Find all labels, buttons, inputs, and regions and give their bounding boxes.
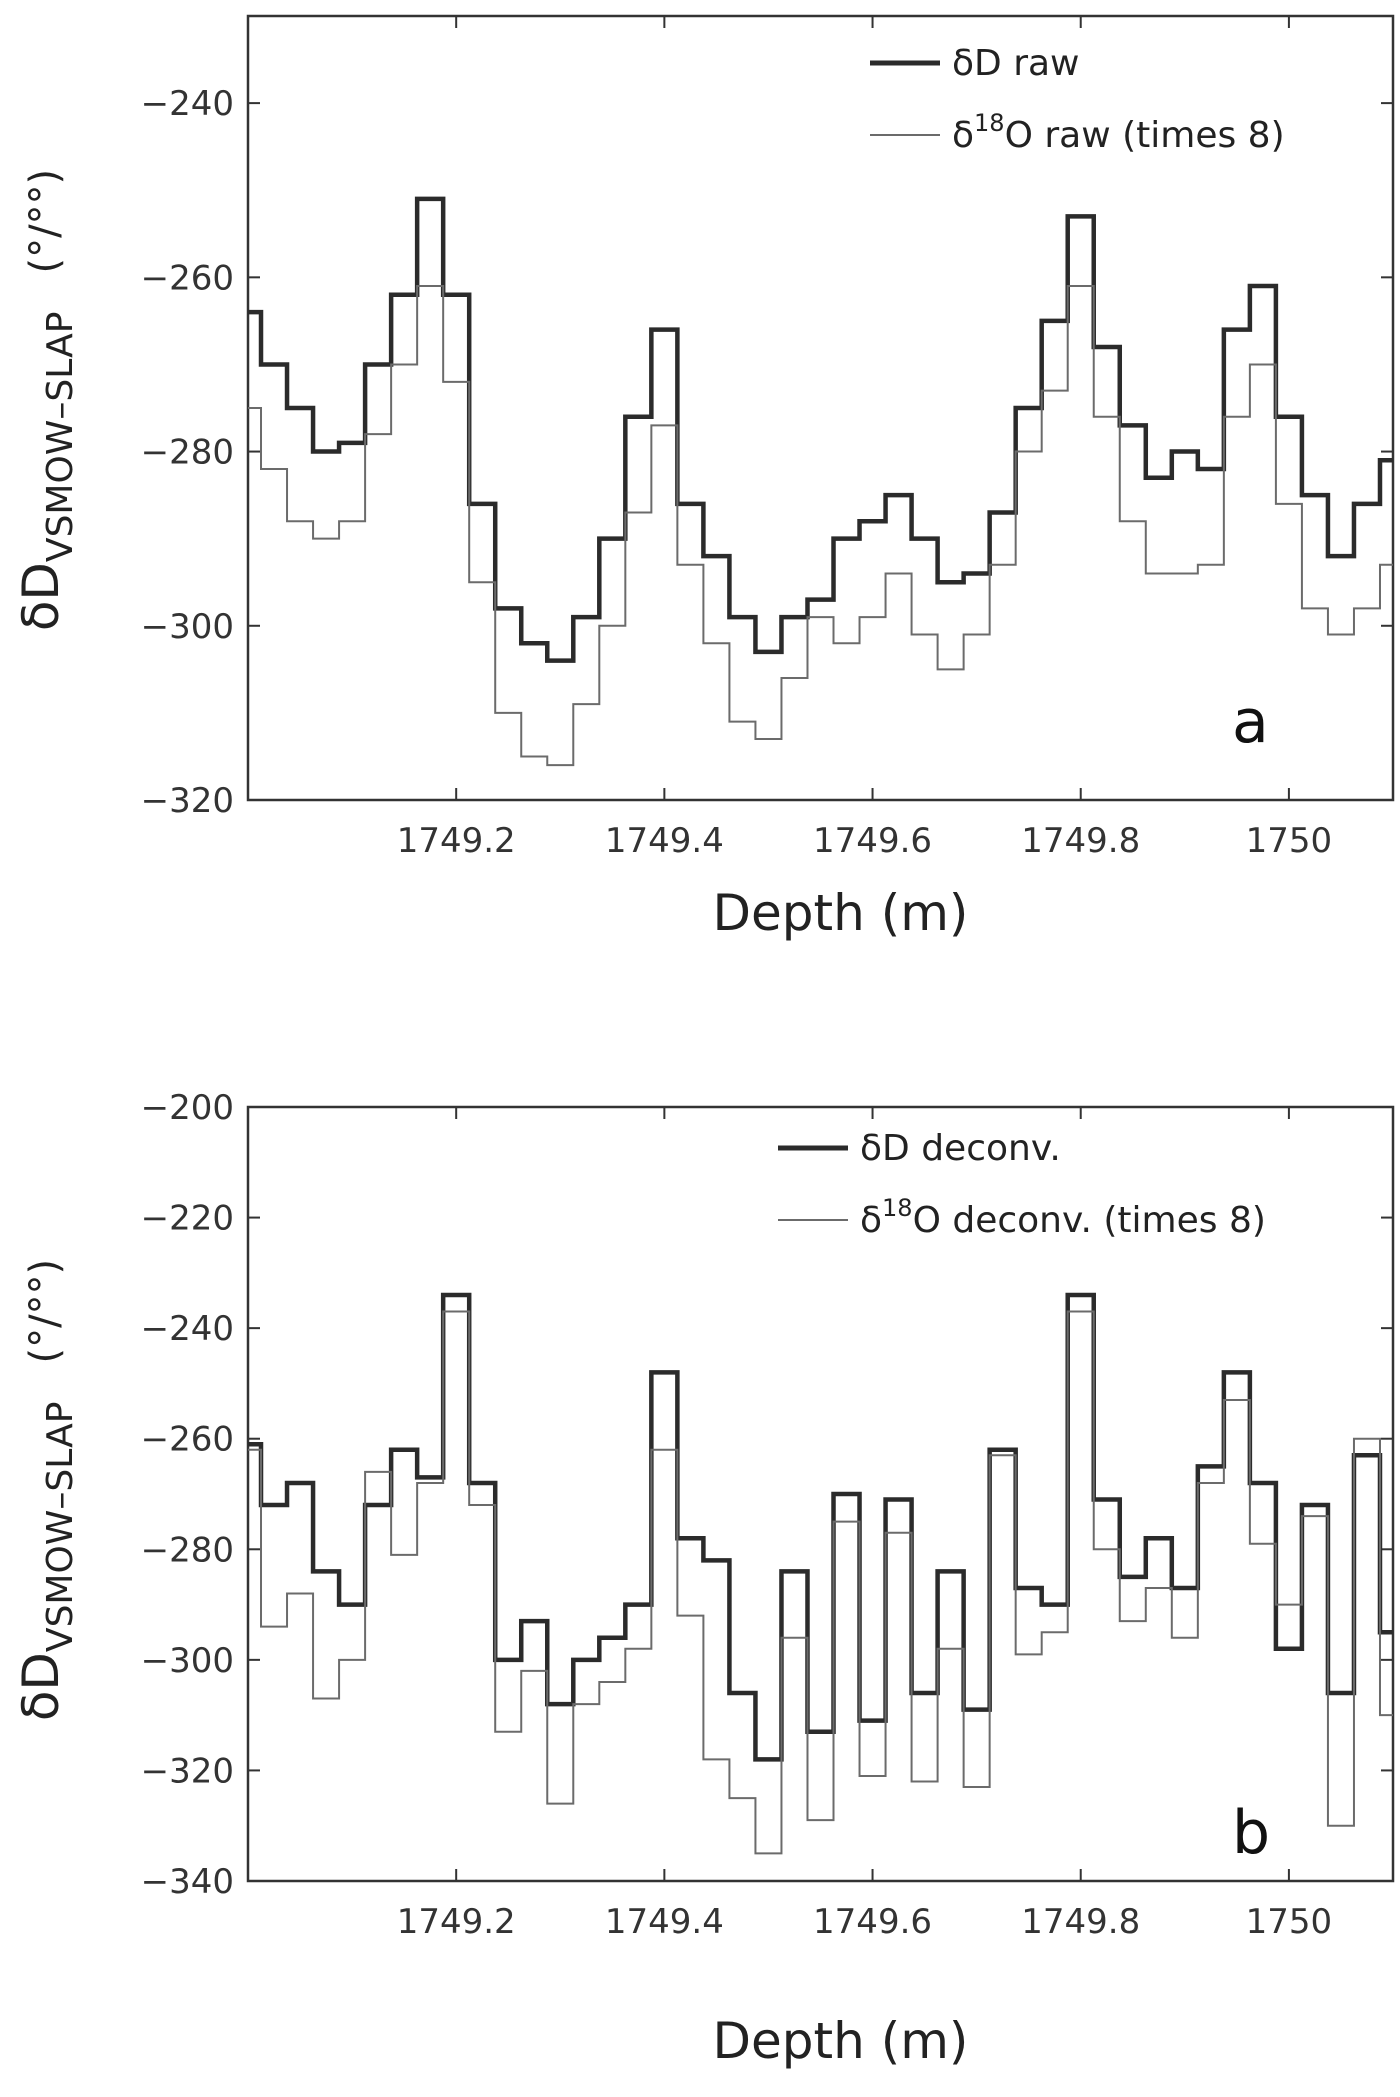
- y-tick-label: −280: [141, 433, 234, 473]
- x-tick-label: 1749.6: [813, 1902, 932, 1942]
- x-tick-label: 1749.8: [1021, 821, 1140, 861]
- x-tick-label: 1749.8: [1021, 1902, 1140, 1942]
- series-line-dD: [248, 1292, 1393, 1762]
- x-tick-label: 1749.2: [397, 821, 516, 861]
- y-tick-label: −300: [141, 1641, 234, 1681]
- y-tick-label: −200: [141, 1088, 234, 1128]
- y-axis-unit: (°/°°): [22, 169, 68, 274]
- y-tick-label: −300: [141, 607, 234, 647]
- legend-entry: δD deconv.: [860, 1128, 1061, 1169]
- y-tick-label: −240: [141, 1309, 234, 1349]
- y-axis-unit: (°/°°): [22, 1259, 68, 1364]
- legend-entry: δ18O deconv. (times 8): [860, 1194, 1266, 1241]
- y-tick-label: −320: [141, 1751, 234, 1791]
- legend-entry: δ18O raw (times 8): [952, 109, 1285, 156]
- plot-frame: [246, 1105, 1395, 1883]
- y-axis-symbol: δD: [12, 1652, 70, 1721]
- series-line-dD: [248, 196, 1393, 663]
- y-axis-label: δDVSMOW–SLAP (°/°°): [12, 169, 81, 631]
- panel-letter: a: [1232, 687, 1269, 757]
- x-tick-label: 1749.4: [605, 821, 724, 861]
- y-tick-label: −260: [141, 1420, 234, 1460]
- legend-entry: δD raw: [952, 43, 1080, 84]
- x-tick-label: 1750: [1246, 1902, 1333, 1942]
- y-axis-symbol: δD: [12, 562, 70, 631]
- series-line-d18O: [248, 285, 1393, 767]
- x-axis-label: Depth (m): [713, 884, 969, 942]
- y-axis-subscript: VSMOW–SLAP: [40, 1402, 81, 1653]
- x-tick-label: 1749.4: [605, 1902, 724, 1942]
- y-tick-label: −260: [141, 258, 234, 298]
- x-tick-label: 1750: [1246, 821, 1333, 861]
- series-line-d18O: [248, 1310, 1393, 1855]
- y-tick-label: −280: [141, 1530, 234, 1570]
- panel-b: −200 −220 −240 −260 −280 −300 −320 −340 1749.2 17…: [12, 1088, 1395, 2070]
- y-axis-label: δDVSMOW–SLAP (°/°°): [12, 1259, 81, 1721]
- x-tick-label: 1749.6: [813, 821, 932, 861]
- y-tick-label: −320: [141, 781, 234, 821]
- panel-a: −240 −260 −280 −300 −320 1749.2 1749.4 1749.6 17…: [12, 14, 1395, 942]
- y-tick-label: −340: [141, 1862, 234, 1902]
- y-axis-subscript: VSMOW–SLAP: [40, 312, 81, 563]
- y-tick-label: −220: [141, 1199, 234, 1239]
- y-tick-label: −240: [141, 84, 234, 124]
- x-axis-label: Depth (m): [713, 2012, 969, 2070]
- panel-letter: b: [1232, 1798, 1270, 1868]
- x-tick-label: 1749.2: [397, 1902, 516, 1942]
